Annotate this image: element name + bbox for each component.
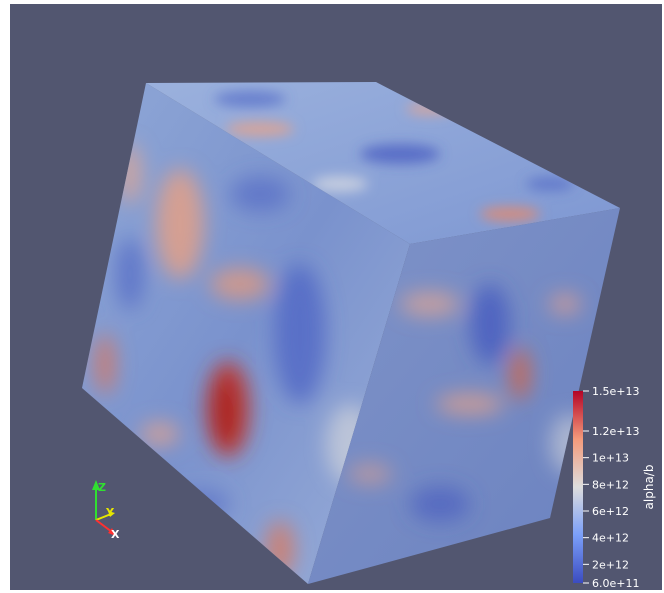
x-axis-label: X	[111, 528, 120, 541]
scalar-bar-tick-label: 1.5e+13	[592, 385, 639, 398]
scalar-bar-legend: 1.5e+13 1.2e+13 1e+13 8e+12 6e+12 4e+12 2e+12 6…	[573, 385, 656, 590]
orientation-axes: Z Y X	[92, 480, 120, 541]
render-view[interactable]: Z Y X 1.5e+13 1.2e+13 1e+13 8e+12 6e+12 4e+12…	[10, 4, 662, 590]
scalar-bar-tick-label: 1.2e+13	[592, 425, 639, 438]
render-view-canvas[interactable]: Z Y X 1.5e+13 1.2e+13 1e+13 8e+12 6e+12 4e+12…	[10, 4, 662, 590]
scalar-bar-ticks: 1.5e+13 1.2e+13 1e+13 8e+12 6e+12 4e+12 2e+12 6…	[583, 385, 639, 590]
y-axis-label: Y	[105, 506, 115, 519]
x-axis-line	[95, 519, 113, 533]
scalar-bar-tick-label: 6.0e+11	[592, 577, 639, 590]
z-axis-arrow	[92, 480, 100, 490]
scalar-bar-tick-label: 8e+12	[592, 478, 629, 491]
scalar-bar-tick-label: 2e+12	[592, 558, 629, 571]
x-axis-arrow	[108, 528, 116, 536]
scalar-bar-title: alpha/b	[642, 465, 656, 510]
scalar-bar-tick-label: 4e+12	[592, 532, 629, 545]
y-axis-arrow	[108, 511, 115, 517]
scalar-bar-tick-label: 6e+12	[592, 505, 629, 518]
scalar-bar-tick-label: 1e+13	[592, 452, 629, 465]
z-axis-label: Z	[98, 481, 106, 494]
cube-top-face	[146, 82, 620, 244]
y-axis-line	[95, 513, 112, 521]
scalar-bar-gradient	[573, 391, 583, 583]
